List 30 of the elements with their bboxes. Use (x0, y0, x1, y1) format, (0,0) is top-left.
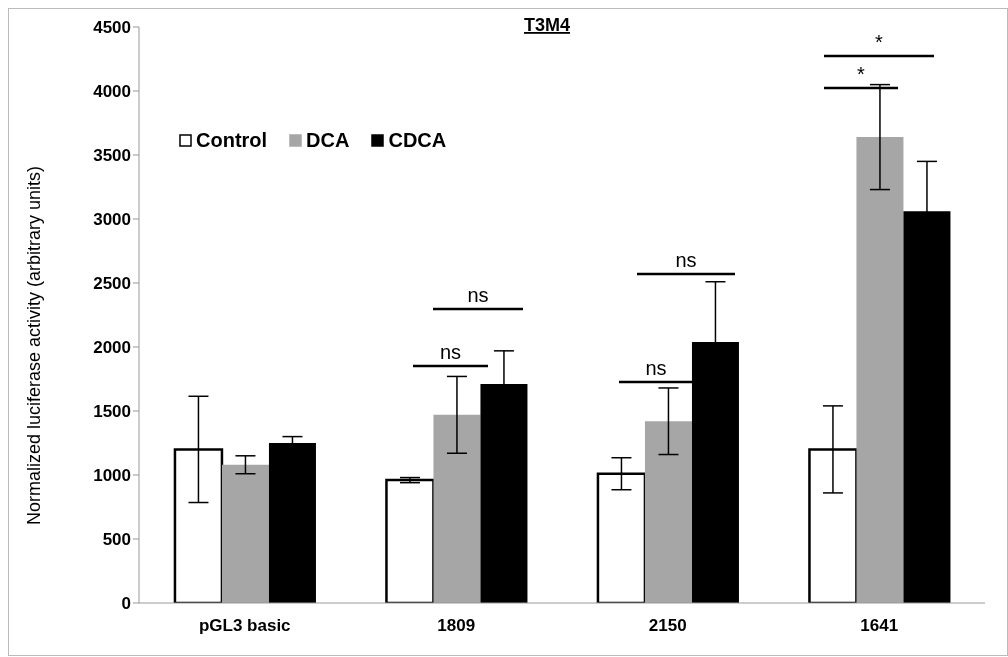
bar (433, 414, 481, 603)
annotation: * (875, 31, 884, 53)
y-tick-label: 1000 (93, 466, 131, 486)
bar (221, 464, 269, 603)
x-tick-label: pGL3 basic (198, 616, 291, 636)
annotation: ns (439, 341, 462, 363)
x-tick-label: 2150 (648, 616, 687, 636)
legend-label: Control (195, 129, 268, 152)
legend-label: CDCA (387, 129, 447, 152)
y-tick-label: 3500 (93, 146, 131, 166)
y-tick-label: 4500 (93, 18, 131, 38)
x-tick-label: 1809 (437, 616, 476, 636)
y-tick-label: 1500 (93, 402, 131, 422)
y-tick-label: 4000 (93, 82, 131, 102)
y-axis-title: Normalized luciferase activity (arbitrary units) (24, 165, 45, 525)
bar (856, 137, 904, 603)
y-tick-label: 2000 (93, 338, 131, 358)
chart-title: T3M4 (523, 15, 571, 35)
x-tick-label: 1641 (860, 616, 899, 636)
annotation: * (857, 63, 866, 85)
y-tick-label: 3000 (93, 210, 131, 230)
y-tick-label: 500 (102, 530, 131, 550)
legend-label: DCA (305, 129, 350, 152)
annotation: ns (645, 357, 667, 379)
annotation: ns (467, 284, 489, 306)
annotation: ns (675, 249, 697, 271)
y-tick-label: 2500 (93, 274, 131, 294)
bar (644, 421, 692, 603)
y-tick-label: 0 (121, 594, 131, 614)
bar (385, 478, 435, 603)
